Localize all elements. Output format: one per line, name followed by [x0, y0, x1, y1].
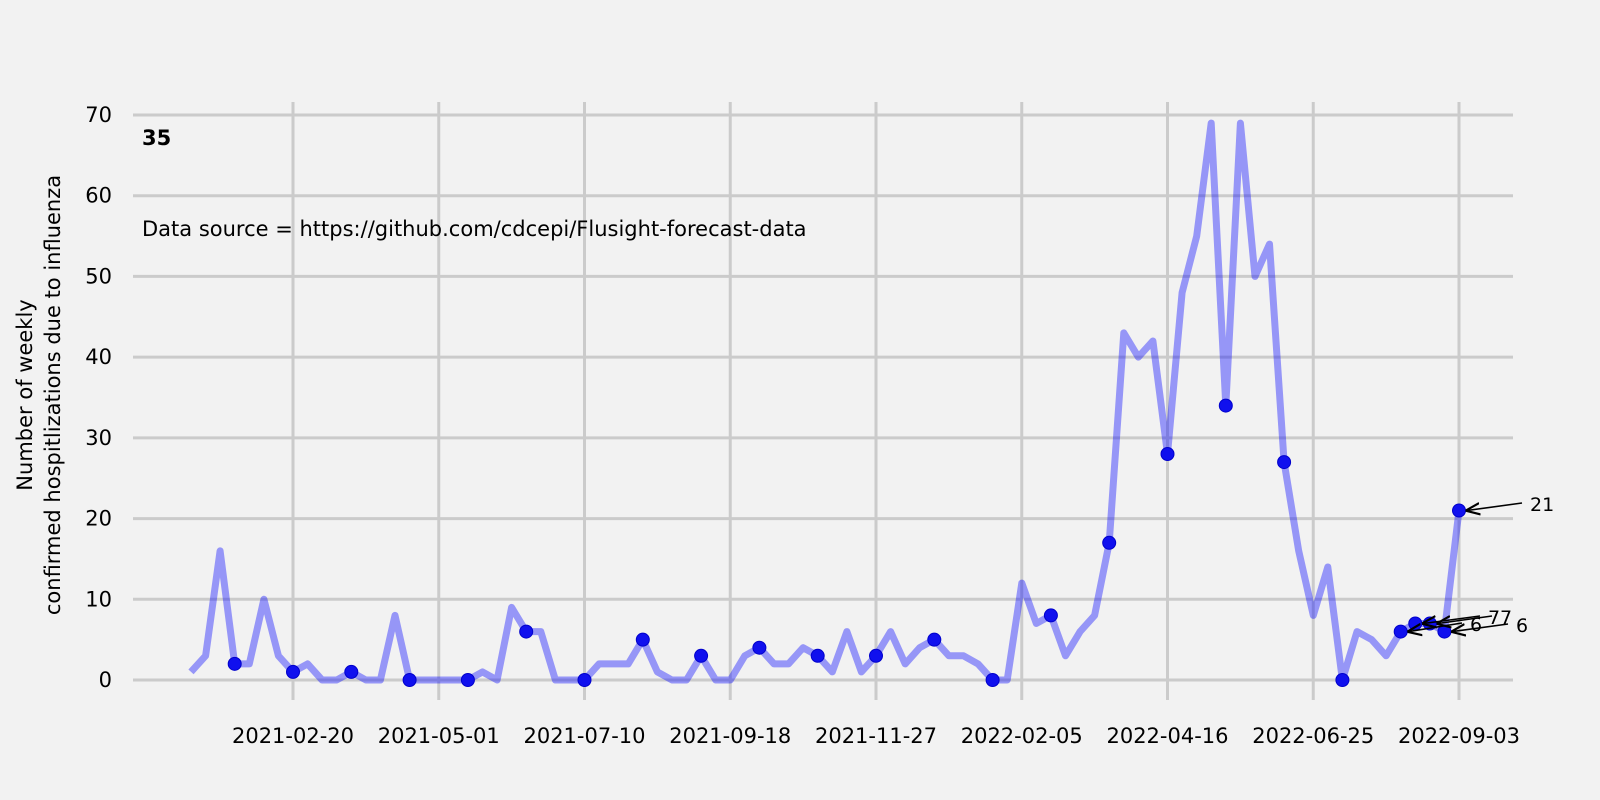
- data-point: [635, 632, 650, 647]
- annotation-label: 21: [1530, 494, 1554, 516]
- y-axis: 0 10 20 30 40 50 60 70: [85, 103, 112, 692]
- data-point: [286, 664, 300, 679]
- data-point: [1218, 398, 1233, 413]
- data-point: [810, 648, 825, 663]
- data-point: [1335, 673, 1350, 687]
- y-tick-label: 40: [85, 345, 112, 369]
- data-point: [985, 673, 1000, 687]
- grid: [133, 102, 1513, 700]
- data-point: [1277, 455, 1292, 470]
- y-tick-label: 0: [99, 668, 112, 692]
- data-point: [227, 656, 242, 671]
- panel-label: 35: [142, 126, 171, 150]
- data-point: [752, 640, 767, 655]
- data-point: [1408, 616, 1423, 631]
- data-point: [1452, 503, 1466, 518]
- data-point: [402, 673, 417, 687]
- data-point: [927, 632, 942, 647]
- x-tick-label: 2022-06-25: [1252, 724, 1374, 748]
- y-tick-label: 10: [85, 587, 112, 611]
- y-tick-label: 70: [85, 103, 112, 127]
- annotation-arrow: [1452, 624, 1509, 632]
- data-point: [1393, 624, 1408, 639]
- annotation-arrow: [1467, 503, 1523, 511]
- data-point: [1102, 535, 1117, 550]
- data-point: [577, 673, 592, 687]
- data-point: [1043, 608, 1058, 623]
- x-tick-label: 2021-07-10: [523, 724, 645, 748]
- y-tick-label: 60: [85, 184, 112, 208]
- annotation-label: 7: [1500, 607, 1512, 629]
- data-point: [869, 648, 883, 663]
- y-axis-label-line2: confirmed hospitlizations due to influen…: [41, 175, 65, 615]
- annotations: 21 6 7 7 6: [1409, 494, 1554, 637]
- y-axis-label-line1: Number of weekly: [13, 299, 37, 490]
- data-point: [519, 624, 534, 639]
- x-axis: 2021-02-20 2021-05-01 2021-07-10 2021-09-18…: [232, 724, 1520, 748]
- x-tick-label: 2022-04-16: [1106, 724, 1228, 748]
- source-note: Data source = https://github.com/cdcepi/…: [142, 217, 807, 241]
- annotation-label: 6: [1470, 614, 1482, 636]
- y-tick-label: 30: [85, 426, 112, 450]
- series-line: [188, 119, 1463, 684]
- x-tick-label: 2021-05-01: [378, 724, 500, 748]
- data-point: [344, 664, 359, 679]
- annotation-label: 7: [1488, 607, 1500, 629]
- y-tick-label: 50: [85, 264, 112, 288]
- x-tick-label: 2021-02-20: [232, 724, 354, 748]
- x-tick-label: 2022-09-03: [1398, 724, 1520, 748]
- x-tick-label: 2022-02-05: [961, 724, 1083, 748]
- series: [188, 119, 1463, 684]
- data-point: [460, 673, 475, 687]
- annotation-arrow: [1438, 616, 1493, 624]
- y-tick-label: 20: [85, 507, 112, 531]
- x-tick-label: 2021-11-27: [815, 724, 937, 748]
- data-point: [694, 648, 709, 663]
- x-tick-label: 2021-09-18: [669, 724, 791, 748]
- data-point: [1160, 447, 1175, 461]
- annotation-label: 6: [1516, 615, 1528, 637]
